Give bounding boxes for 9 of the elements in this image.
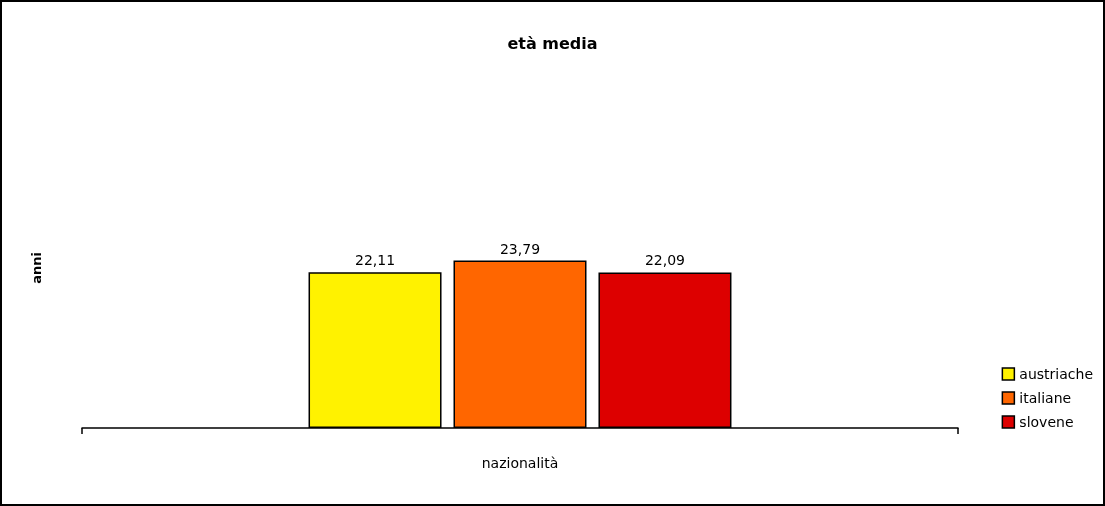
y-axis-title: anni	[29, 251, 44, 284]
legend-label: austriache	[1019, 366, 1094, 382]
legend-label: slovene	[1019, 414, 1074, 430]
chart-title: età media	[507, 33, 598, 53]
legend-label: italiane	[1019, 390, 1072, 406]
x-axis-title: nazionalità	[481, 455, 559, 471]
data-label: 22,09	[644, 252, 686, 269]
data-label: 23,79	[499, 240, 541, 257]
data-label: 22,11	[354, 252, 396, 269]
